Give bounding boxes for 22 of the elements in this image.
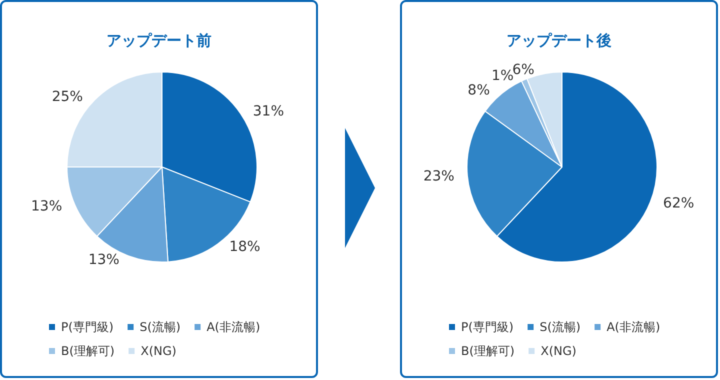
chart-title: アップデート前 xyxy=(106,32,212,50)
legend-label: B(理解可) xyxy=(461,344,515,358)
legend-label: P(専門級) xyxy=(461,320,514,334)
data-label: 62% xyxy=(663,195,694,212)
data-label: 18% xyxy=(229,239,260,256)
data-label: 1% xyxy=(491,68,514,84)
legend-label: X(NG) xyxy=(540,344,576,358)
data-label: 6% xyxy=(512,62,534,78)
legend-label: S(流暢) xyxy=(140,320,181,334)
legend-label: X(NG) xyxy=(140,344,176,358)
legend-label: S(流暢) xyxy=(540,320,581,334)
data-label: 25% xyxy=(52,88,83,105)
chart-title: アップデート後 xyxy=(506,32,612,50)
data-label: 31% xyxy=(252,103,284,120)
data-label: 23% xyxy=(423,168,454,184)
legend-label: B(理解可) xyxy=(61,344,115,358)
legend-label: P(専門級) xyxy=(61,320,114,334)
legend-label: A(非流暢) xyxy=(206,320,260,334)
data-label: 13% xyxy=(31,198,62,214)
legend-label: A(非流暢) xyxy=(606,320,660,334)
data-label: 13% xyxy=(88,252,120,268)
data-label: 8% xyxy=(468,82,490,99)
